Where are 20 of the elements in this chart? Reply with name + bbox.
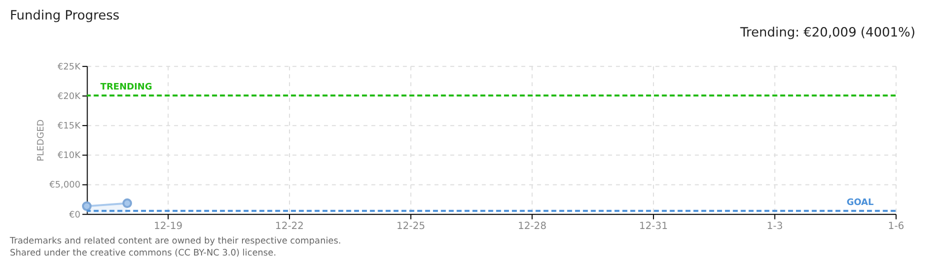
y-tick-label: €15K [58, 122, 81, 132]
y-tick-label: €20K [58, 92, 81, 102]
x-tick-label: 12-28 [518, 221, 546, 232]
text: Shared under the creative commons (CC BY-NC 3.0) license. [10, 248, 276, 258]
chart-title: Funding Progress [10, 8, 120, 24]
x-tick-label: 1-3 [766, 221, 783, 232]
ref-line-label: TRENDING [100, 82, 152, 93]
x-tick-label: 12-19 [154, 221, 182, 232]
y-tick-label: €25K [58, 62, 81, 72]
y-tick-label: €5,000 [49, 180, 81, 191]
text: Trademarks and related content are owned by their respective companies. [8, 236, 342, 246]
x-tick-label: 12-31 [639, 221, 668, 232]
x-tick-label: 12-22 [275, 221, 304, 232]
y-axis-title: PLEDGED [36, 119, 46, 162]
y-tick-label: €10K [58, 151, 81, 162]
y-tick-label: €0 [69, 210, 81, 220]
ref-line-label: GOAL [846, 198, 874, 208]
x-tick-label: 12-25 [396, 221, 426, 232]
x-tick-label: 1-6 [888, 221, 904, 232]
text: Trending: €20,009 (4001%) [739, 25, 916, 40]
